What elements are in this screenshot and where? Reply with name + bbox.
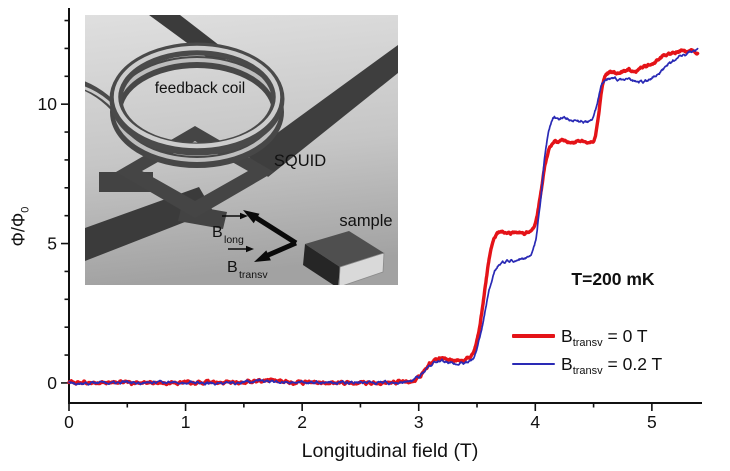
b-transv-arrow-head	[254, 250, 271, 262]
b-transv-label-sub: transv	[239, 269, 268, 281]
b-transv-arrow-shaft	[265, 240, 297, 259]
x-tick-label: 5	[647, 412, 657, 432]
legend-item-blue: Btransv = 0.2 T	[512, 353, 663, 377]
x-tick-label: 4	[530, 412, 540, 432]
x-tick-label: 0	[64, 412, 74, 432]
sample-top-face	[305, 231, 384, 267]
y-tick-label: 10	[38, 94, 58, 114]
b-long-label: B	[212, 224, 223, 241]
b-long-arrow-shaft	[253, 214, 298, 246]
squid-label: SQUID	[274, 152, 326, 170]
x-tick-label: 2	[297, 412, 307, 432]
sample-end-face	[338, 252, 385, 285]
b-transv-small-arrow-head	[246, 245, 254, 253]
sample-front-face	[303, 244, 340, 285]
y-tick-label: 0	[47, 373, 57, 393]
x-tick-label: 3	[414, 412, 424, 432]
feedback-coil-label: feedback coil	[155, 80, 245, 97]
legend-label-red: Btransv = 0 T	[561, 325, 648, 349]
y-axis-label: Φ/Φ0	[8, 206, 32, 247]
squid-inset-diagram: feedback coil SQUID sample B long B tran…	[85, 15, 398, 285]
legend-line-red	[512, 334, 555, 338]
temperature-annotation: T=200 mK	[571, 269, 655, 289]
right-lead-strip	[247, 45, 398, 177]
legend-line-blue	[512, 363, 555, 365]
y-tick-label: 5	[47, 234, 57, 254]
sample-label: sample	[339, 212, 392, 230]
legend-label-blue: Btransv = 0.2 T	[561, 353, 663, 377]
b-long-label-sub: long	[224, 234, 244, 246]
b-long-arrow-head	[243, 210, 260, 224]
feedback-coil-highlight	[113, 45, 281, 149]
legend-item-red: Btransv = 0 T	[512, 325, 648, 349]
b-transv-label: B	[227, 259, 238, 276]
series-curve-1	[68, 47, 699, 386]
x-axis-label: Longitudinal field (T)	[301, 440, 479, 462]
x-tick-label: 1	[181, 412, 191, 432]
b-long-small-arrow-head	[240, 212, 248, 220]
